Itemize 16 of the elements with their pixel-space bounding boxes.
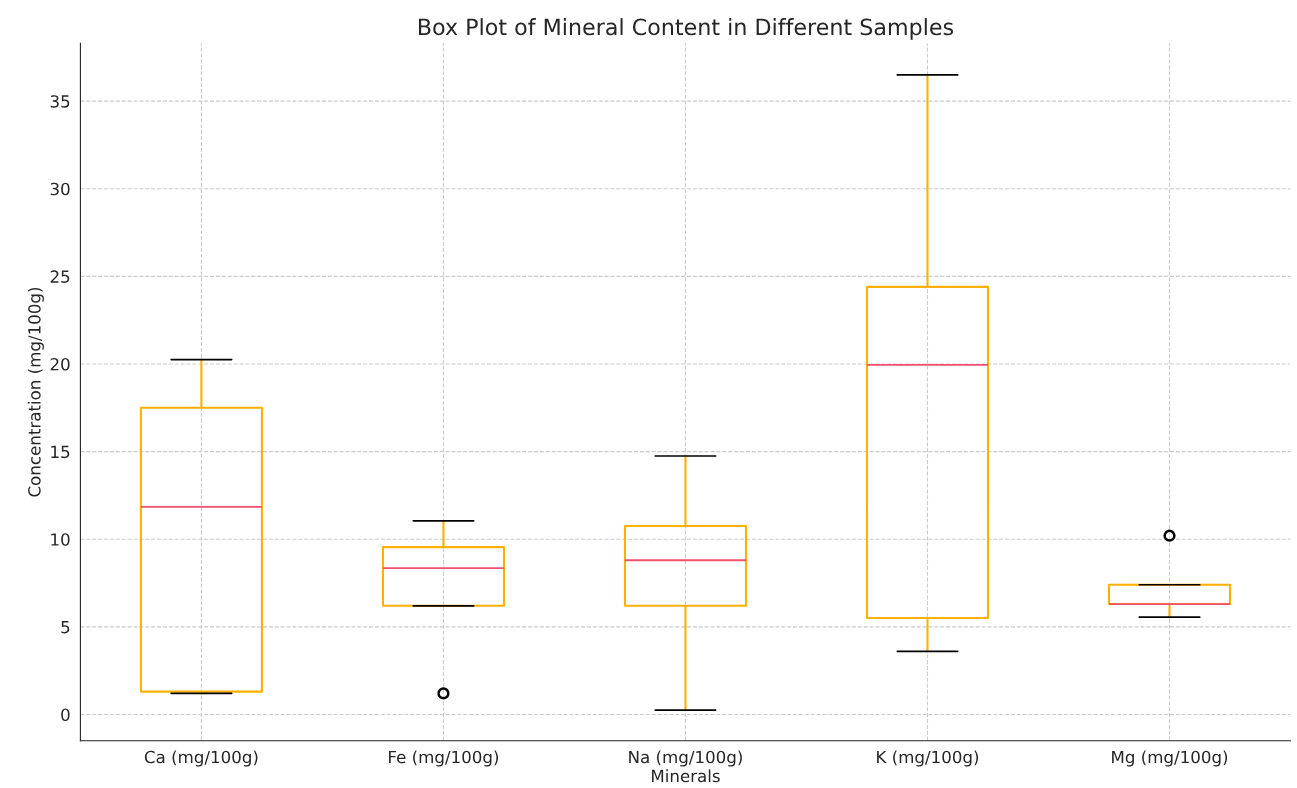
y-tick-label: 30 <box>50 182 70 196</box>
y-tick-label: 20 <box>50 357 70 371</box>
y-tick-label: 0 <box>61 708 70 722</box>
y-tick-label: 5 <box>61 621 70 634</box>
x-tick-label: K (mg/100g) <box>877 750 979 767</box>
x-axis-title: Minerals <box>652 769 720 783</box>
y-tick-label: 35 <box>50 95 70 108</box>
y-tick-label: 15 <box>51 445 70 459</box>
y-tick-label: 10 <box>51 533 70 546</box>
y-tick-label: 25 <box>50 270 70 283</box>
x-tick-label: Fe (mg/100g) <box>389 750 499 767</box>
x-tick-label: Na (mg/100g) <box>629 750 742 767</box>
x-tick-label: Mg (mg/100g) <box>1112 750 1228 767</box>
chart-title: Box Plot of Mineral Content in Different Samples <box>418 18 954 40</box>
x-tick-label: Ca (mg/100g) <box>144 750 258 767</box>
y-axis-title: Concentration (mg/100g) <box>27 287 44 497</box>
